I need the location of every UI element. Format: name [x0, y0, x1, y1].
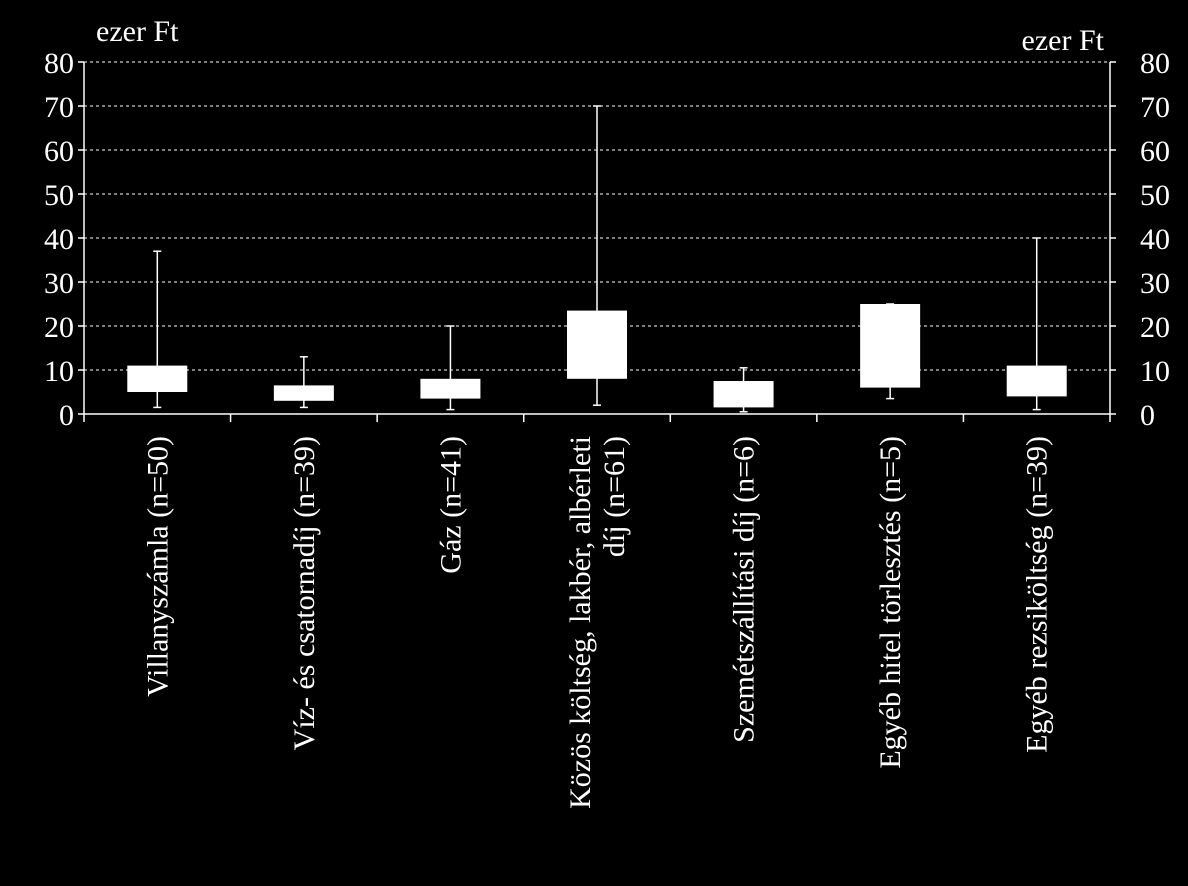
box [273, 385, 334, 401]
category-label: Víz- és csatornadíj (n=39) [288, 436, 321, 750]
right-unit-label: ezer Ft [1022, 24, 1105, 57]
category-label: Egyéb rezsiköltség (n=39) [1021, 436, 1054, 753]
left-tick-label: 10 [44, 355, 74, 388]
right-tick-label: 30 [1140, 267, 1170, 300]
left-unit-label: ezer Ft [96, 15, 179, 48]
left-tick-label: 70 [44, 91, 74, 124]
category-labels: Villanyszámla (n=50) Víz- és csatornadíj … [141, 436, 1053, 809]
box [1006, 365, 1067, 397]
category-label-line: Víz- és csatornadíj (n=39) [288, 436, 321, 750]
box [713, 381, 774, 408]
left-tick-label: 0 [59, 399, 74, 432]
category-label: Gáz (n=41) [434, 436, 467, 574]
category-label-line: Villanyszámla (n=50) [141, 436, 174, 697]
y-tick-labels: 0 0 10 10 20 20 30 30 40 40 50 50 60 60 70 70 80 80 [44, 47, 1170, 432]
axes [78, 61, 1116, 422]
category-label-line: Egyéb hitel törlesztés (n=5) [874, 436, 907, 769]
left-tick-label: 40 [44, 223, 74, 256]
left-tick-label: 20 [44, 311, 74, 344]
category-label-line: Szemétszállítási díj (n=6) [728, 436, 761, 743]
left-tick-label: 50 [44, 179, 74, 212]
category-label: Szemétszállítási díj (n=6) [728, 436, 761, 743]
box-series [127, 105, 1067, 413]
left-tick-label: 30 [44, 267, 74, 300]
category-label: Villanyszámla (n=50) [141, 436, 174, 697]
right-tick-label: 20 [1140, 311, 1170, 344]
category-label-line: Gáz (n=41) [434, 436, 467, 574]
right-tick-label: 50 [1140, 179, 1170, 212]
right-tick-label: 40 [1140, 223, 1170, 256]
box [860, 304, 921, 388]
box [127, 365, 188, 392]
category-label: Egyéb hitel törlesztés (n=5) [874, 436, 907, 769]
left-tick-label: 60 [44, 135, 74, 168]
category-label-line: Egyéb rezsiköltség (n=39) [1021, 436, 1054, 753]
right-tick-label: 10 [1140, 355, 1170, 388]
box [567, 310, 627, 379]
category-label-line: Közös költség, lakbér, albérleti [564, 436, 597, 809]
right-tick-label: 70 [1140, 91, 1170, 124]
category-label: Közös költség, lakbér, albérletidíj (n=6… [564, 436, 631, 809]
right-tick-label: 80 [1140, 47, 1170, 80]
right-tick-label: 0 [1140, 399, 1155, 432]
left-tick-label: 80 [44, 47, 74, 80]
box [420, 378, 481, 399]
category-label-line: díj (n=61) [598, 436, 631, 557]
right-tick-label: 60 [1140, 135, 1170, 168]
